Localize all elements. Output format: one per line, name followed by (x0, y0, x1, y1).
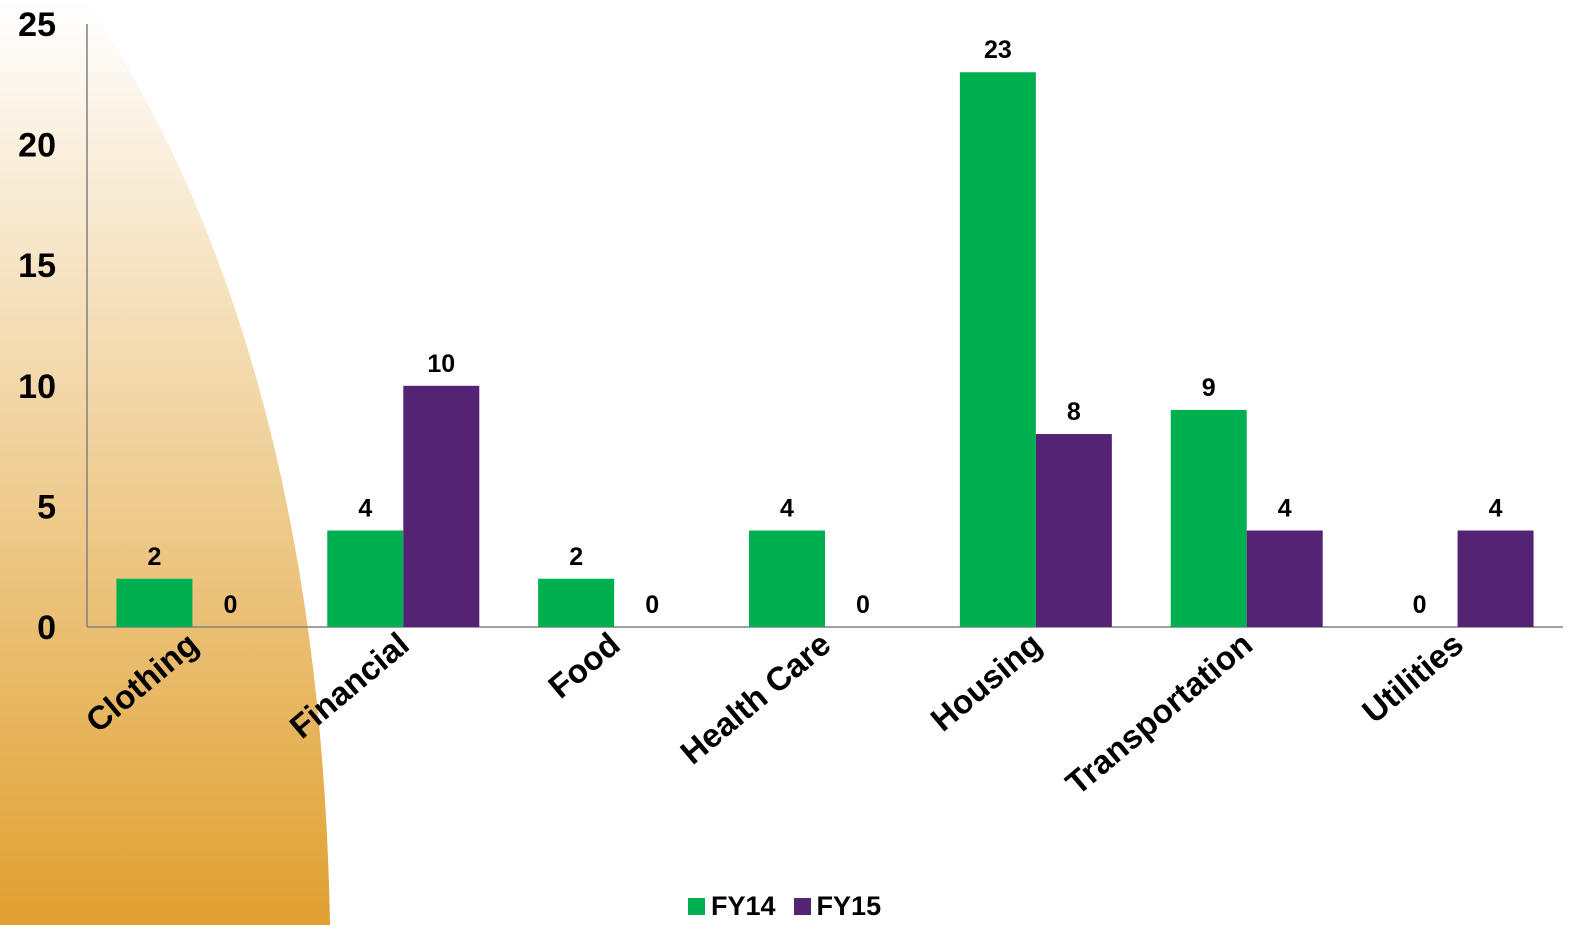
data-label: 9 (1202, 374, 1216, 402)
x-tick-label: Utilities (1355, 625, 1470, 730)
y-tick-label: 15 (18, 247, 56, 285)
x-tick-label: Food (541, 625, 627, 705)
bar-fy14-housing (959, 72, 1036, 628)
bar-fy15-financial (403, 385, 480, 627)
data-label: 4 (1278, 495, 1292, 523)
bar-fy14-food (538, 578, 615, 627)
x-tick-label: Transportation (1058, 625, 1259, 802)
legend-label-fy15: FY15 (816, 891, 882, 921)
legend-swatch-fy14 (688, 898, 705, 915)
data-label: 0 (223, 591, 237, 619)
legend-item-fy14: FY14 (688, 891, 776, 922)
bar-fy15-transportation (1246, 530, 1323, 627)
bar-fy14-financial (327, 530, 404, 627)
bars-group (116, 72, 1534, 628)
data-label: 4 (780, 495, 794, 523)
background-swoosh (0, 0, 330, 925)
data-label: 23 (984, 36, 1012, 64)
data-label: 2 (147, 543, 161, 571)
data-label: 10 (427, 350, 455, 378)
y-tick-label: 5 (37, 488, 56, 526)
y-axis-tick-labels: 0 5 10 15 20 25 (18, 6, 56, 647)
x-tick-label: Housing (923, 625, 1048, 738)
data-label: 4 (358, 495, 372, 523)
bar-fy15-utilities (1457, 530, 1534, 627)
bar-fy14-transportation (1170, 409, 1247, 627)
legend: FY14 FY15 (688, 891, 881, 922)
legend-item-fy15: FY15 (793, 891, 882, 922)
legend-label-fy14: FY14 (711, 891, 776, 921)
bar-fy14-clothing (116, 578, 193, 627)
data-label: 0 (856, 591, 870, 619)
y-tick-label: 0 (37, 609, 56, 647)
data-label: 2 (569, 543, 583, 571)
data-labels-group: 2 0 4 10 2 0 4 0 23 8 9 4 0 4 (147, 36, 1502, 619)
y-tick-label: 25 (18, 6, 56, 44)
x-tick-label: Health Care (673, 625, 837, 771)
data-label: 8 (1067, 398, 1081, 426)
bar-fy15-housing (1035, 434, 1112, 627)
y-tick-label: 10 (18, 368, 56, 406)
data-label: 0 (645, 591, 659, 619)
data-label: 0 (1413, 591, 1427, 619)
bar-fy14-health-care (749, 530, 825, 627)
data-label: 4 (1489, 495, 1503, 523)
legend-swatch-fy15 (793, 898, 811, 915)
y-tick-label: 20 (18, 127, 56, 165)
